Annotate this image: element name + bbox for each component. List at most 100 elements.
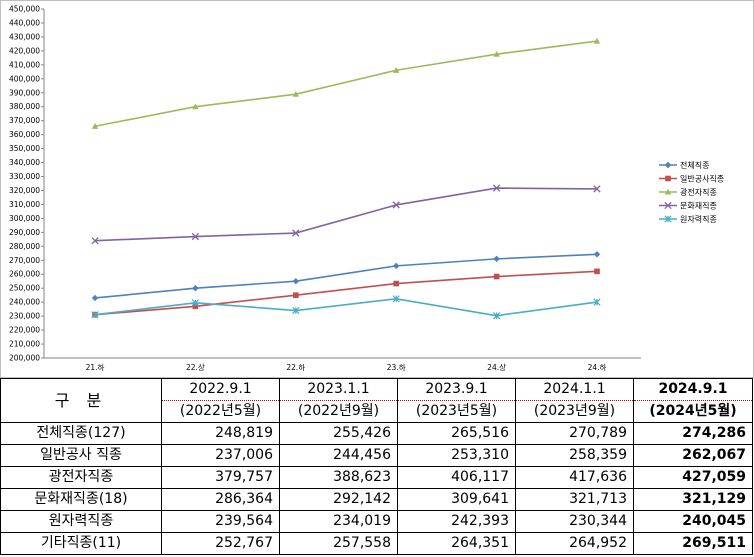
y-tick-label: 370,000 xyxy=(9,116,40,125)
data-point xyxy=(392,201,400,209)
data-point xyxy=(192,285,199,292)
x-tick-label: 22.하 xyxy=(286,362,305,372)
cell-value-latest: 262,067 xyxy=(633,444,753,467)
data-point xyxy=(91,123,99,129)
y-tick-label: 420,000 xyxy=(9,46,40,55)
data-point xyxy=(594,268,600,275)
column-date: 2023.9.1 xyxy=(398,380,515,401)
y-tick-label: 410,000 xyxy=(9,60,40,69)
cell-value: 237,006 xyxy=(161,444,280,467)
data-point xyxy=(393,280,399,287)
y-tick-label: 250,000 xyxy=(9,284,40,293)
data-point xyxy=(191,299,200,307)
y-tick-label: 360,000 xyxy=(9,130,40,139)
y-tick-label: 380,000 xyxy=(9,102,40,111)
table-row: 기타직종(11) 252,767 257,558 264,351 264,952… xyxy=(0,532,753,555)
y-tick-label: 330,000 xyxy=(9,172,40,181)
cell-value: 230,344 xyxy=(515,510,634,533)
cell-value: 255,426 xyxy=(279,422,398,445)
data-point xyxy=(293,292,299,298)
cell-value: 252,767 xyxy=(161,532,280,555)
y-tick-label: 220,000 xyxy=(9,326,40,335)
row-label: 전체직종(127) xyxy=(0,422,162,445)
cell-value: 379,757 xyxy=(161,466,280,489)
cell-value: 264,351 xyxy=(397,532,516,555)
column-survey: (2022년9월) xyxy=(297,403,380,419)
cell-value: 417,636 xyxy=(515,466,634,489)
column-date: 2024.1.1 xyxy=(516,380,633,401)
x-tick-label: 23.하 xyxy=(387,362,406,372)
series-line xyxy=(94,298,598,317)
data-point xyxy=(192,303,199,310)
cell-value: 257,558 xyxy=(279,532,398,555)
column-header: 2023.1.1 (2022년9월) xyxy=(279,378,398,423)
data-point xyxy=(393,262,400,270)
data-point xyxy=(593,37,601,44)
cell-value: 242,393 xyxy=(397,510,516,533)
y-tick-label: 450,000 xyxy=(9,5,40,14)
column-header: 2022.9.1 (2022년5월) xyxy=(161,378,280,423)
row-label: 문화재직종(18) xyxy=(0,488,162,511)
y-tick-label: 310,000 xyxy=(9,200,40,209)
data-point xyxy=(292,306,300,315)
x-tick-label: 21.하 xyxy=(86,362,105,372)
line-chart: 200,000 210,000 220,000 230,000 240,000 250,0… xyxy=(0,0,754,378)
cell-value: 248,819 xyxy=(161,422,280,445)
y-tick-label: 400,000 xyxy=(9,74,40,83)
column-survey: (2022년5월) xyxy=(179,403,262,419)
data-point xyxy=(292,229,300,237)
cell-value: 244,456 xyxy=(279,444,398,467)
cell-value: 406,117 xyxy=(397,466,516,489)
table-header-row: 구 분 2022.9.1 (2022년5월) 2023.1.1 (2022년9월… xyxy=(0,378,753,423)
legend-label: 일반공사직종 xyxy=(680,174,724,184)
data-point xyxy=(91,237,99,245)
cell-value-latest: 427,059 xyxy=(633,466,753,489)
y-tick-label: 340,000 xyxy=(9,158,40,167)
cell-value: 270,789 xyxy=(515,422,634,445)
cell-value: 253,310 xyxy=(397,444,516,467)
row-label: 원자력직종 xyxy=(0,510,162,533)
cell-value: 286,364 xyxy=(161,488,280,511)
y-tick-label: 290,000 xyxy=(9,228,40,237)
y-tick-label: 280,000 xyxy=(9,242,40,251)
table-row: 일반공사 직종 237,006 244,456 253,310 258,359 … xyxy=(0,444,753,467)
table-row: 광전자직종 379,757 388,623 406,117 417,636 42… xyxy=(0,466,753,489)
cell-value: 258,359 xyxy=(515,444,634,467)
data-point xyxy=(492,184,501,192)
wage-table: 구 분 2022.9.1 (2022년5월) 2023.1.1 (2022년9월… xyxy=(0,378,753,555)
y-tick-label: 430,000 xyxy=(9,32,40,41)
x-tick-label: 24.하 xyxy=(588,362,607,372)
cell-value: 388,623 xyxy=(279,466,398,489)
cell-value-latest: 240,045 xyxy=(633,510,753,533)
cell-value: 234,019 xyxy=(279,510,398,533)
column-survey: (2023년9월) xyxy=(533,403,616,419)
column-header: 2024.1.1 (2023년9월) xyxy=(515,378,634,423)
series-line xyxy=(94,270,598,316)
x-tick-label: 24.상 xyxy=(487,362,506,372)
table-row: 원자력직종 239,564 234,019 242,393 230,344 24… xyxy=(0,510,753,533)
y-tick-label: 320,000 xyxy=(9,186,40,195)
legend-label: 문화재직종 xyxy=(680,201,717,211)
table-row: 전체직종(127) 248,819 255,426 265,516 270,78… xyxy=(0,422,753,445)
y-tick-label: 260,000 xyxy=(9,270,40,279)
gubun-header: 구 분 xyxy=(0,378,162,423)
row-label: 일반공사 직종 xyxy=(0,444,162,467)
series-line xyxy=(94,40,598,128)
y-tick-label: 210,000 xyxy=(9,340,40,349)
row-label: 광전자직종 xyxy=(0,466,162,489)
data-point xyxy=(593,185,601,193)
cell-value-latest: 321,129 xyxy=(633,488,753,511)
column-header-latest: 2024.9.1 (2024년5월) xyxy=(633,378,753,423)
column-date: 2023.1.1 xyxy=(280,380,397,401)
column-date: 2022.9.1 xyxy=(162,380,279,401)
y-tick-label: 300,000 xyxy=(9,214,40,223)
column-date: 2024.9.1 xyxy=(634,380,752,401)
chart-svg: 200,000 210,000 220,000 230,000 240,000 250,0… xyxy=(9,5,724,373)
data-point xyxy=(493,255,500,263)
data-point xyxy=(292,90,299,97)
cell-value-latest: 269,511 xyxy=(633,532,753,555)
x-tick-label: 22.상 xyxy=(186,362,205,372)
y-tick-label: 240,000 xyxy=(9,298,40,307)
data-point xyxy=(191,232,200,241)
legend-label: 원자력직종 xyxy=(680,214,717,224)
